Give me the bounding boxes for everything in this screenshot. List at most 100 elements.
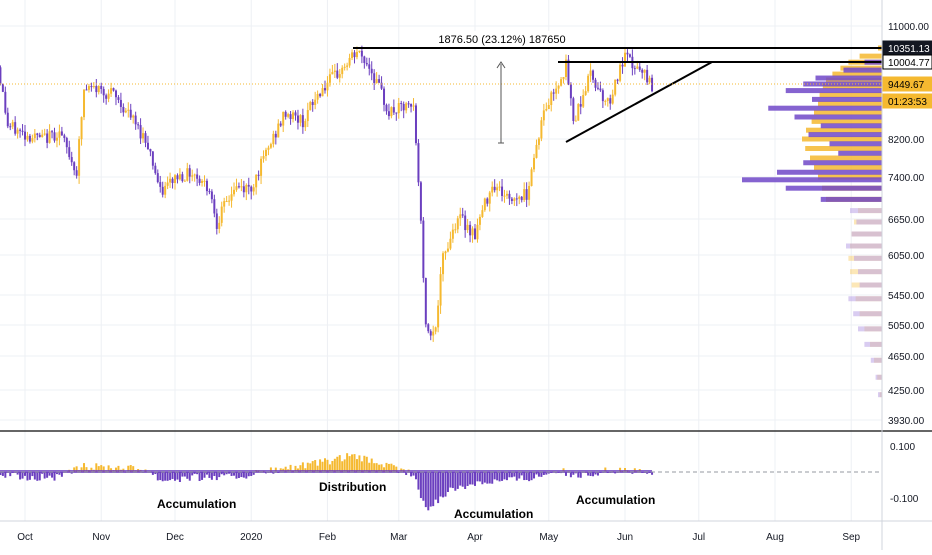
candle-body: [422, 220, 425, 279]
candle-body: [119, 99, 122, 107]
candle-body: [540, 120, 543, 139]
candle-body: [14, 122, 17, 134]
candle-body: [316, 93, 319, 100]
candle-body: [210, 191, 213, 200]
candle-body: [31, 138, 34, 142]
oscillator-bar: [523, 472, 526, 481]
oscillator-bar: [424, 472, 427, 508]
oscillator-bar: [338, 455, 341, 472]
oscillator-bar: [537, 472, 540, 477]
oscillator-bar: [97, 466, 100, 472]
oscillator-bar: [454, 472, 457, 491]
candle-body: [242, 186, 245, 193]
oscillator-bar: [469, 472, 472, 485]
oscillator-bar: [311, 461, 314, 472]
candle-body: [587, 75, 590, 92]
candle-body: [331, 72, 334, 75]
candle-body: [92, 86, 95, 88]
candle-body: [648, 77, 651, 83]
oscillator-bar: [55, 472, 58, 475]
candle-body: [213, 199, 216, 214]
candle-body: [127, 109, 130, 111]
candle-body: [196, 174, 199, 179]
candle-body: [434, 327, 437, 332]
oscillator-bar: [577, 472, 580, 478]
oscillator-bar: [375, 463, 378, 472]
candle-body: [577, 104, 580, 121]
oscillator-bar: [373, 463, 376, 472]
candle-body: [203, 180, 206, 182]
price-tick-label: 11000.00: [888, 22, 929, 33]
oscillator-bar: [58, 472, 61, 475]
candle-body: [501, 186, 504, 196]
candle-body: [166, 182, 169, 186]
price-tick-label: 3930.00: [888, 416, 925, 427]
oscillator-bar: [95, 463, 98, 472]
profile-bar-gold: [819, 92, 882, 98]
candle-body: [245, 184, 248, 193]
triangle-trendline[interactable]: [565, 61, 713, 143]
oscillator-bar: [336, 456, 339, 472]
oscillator-bar: [85, 467, 88, 472]
oscillator-bar: [525, 472, 528, 480]
candle-body: [55, 137, 58, 141]
price-tag-label: 9449.67: [888, 80, 925, 91]
candle-body: [240, 186, 243, 188]
oscillator-bar: [392, 465, 395, 472]
price-tag: [882, 76, 932, 92]
candle-body: [169, 178, 172, 183]
oscillator-bar: [414, 472, 417, 480]
candle-body: [363, 56, 366, 63]
candle-body: [299, 115, 302, 123]
annotation-accumulation-2: Accumulation: [454, 507, 533, 521]
candle-body: [110, 88, 113, 94]
annotation-accumulation-1: Accumulation: [157, 497, 236, 511]
time-tick-label: Aug: [766, 532, 784, 543]
oscillator-bar: [247, 472, 250, 477]
candle-body: [491, 186, 494, 193]
candle-body: [606, 98, 609, 101]
candle-body: [346, 65, 349, 67]
candle-body: [483, 198, 486, 211]
candle-body: [478, 216, 481, 225]
oscillator-bar: [410, 472, 413, 477]
profile-bar-gold: [814, 165, 882, 170]
candle-body: [16, 129, 19, 134]
time-tick-label: Mar: [390, 532, 408, 543]
candle-body: [311, 101, 314, 106]
price-axis[interactable]: 11000.00 8200.00 7400.00 6650.00 6050.00 5450…: [888, 22, 929, 427]
candle-body: [451, 229, 454, 239]
oscillator-bar: [498, 472, 501, 482]
oscillator-bar: [518, 472, 521, 479]
candle-body: [151, 151, 154, 166]
candle-body: [601, 90, 604, 102]
candle-body: [95, 86, 98, 93]
candle-body: [530, 169, 533, 186]
oscillator-axis[interactable]: 0.100 -0.100: [890, 442, 919, 505]
oscillator-bar: [107, 465, 110, 472]
candle-body: [567, 59, 570, 85]
candle-body: [370, 68, 373, 74]
price-tag-label: 10004.77: [888, 58, 930, 69]
oscillator-bar: [127, 465, 130, 472]
candle-body: [28, 135, 31, 142]
candle-body: [233, 189, 236, 195]
profile-bar-purple-faint: [846, 243, 882, 249]
oscillator-bar: [474, 472, 476, 486]
price-tags: 10351.13 10004.77 9449.67 01:23:53: [882, 40, 932, 109]
oscillator-bar: [319, 459, 322, 472]
oscillator-bar: [466, 472, 469, 486]
candle-body: [518, 196, 521, 199]
time-axis[interactable]: Oct Nov Dec 2020 Feb Mar Apr May Jun Jul Aug Sep: [17, 532, 860, 543]
oscillator-bar: [235, 472, 238, 479]
candle-body: [63, 135, 66, 139]
candle-body: [218, 222, 221, 229]
price-tag-label: 10351.13: [888, 44, 930, 55]
candle-body: [321, 88, 324, 97]
candle-body: [520, 196, 523, 201]
time-tick-label: Nov: [92, 532, 110, 543]
profile-bar-purple: [803, 160, 882, 166]
candle-body: [296, 115, 299, 123]
oscillator-bar: [38, 472, 41, 481]
